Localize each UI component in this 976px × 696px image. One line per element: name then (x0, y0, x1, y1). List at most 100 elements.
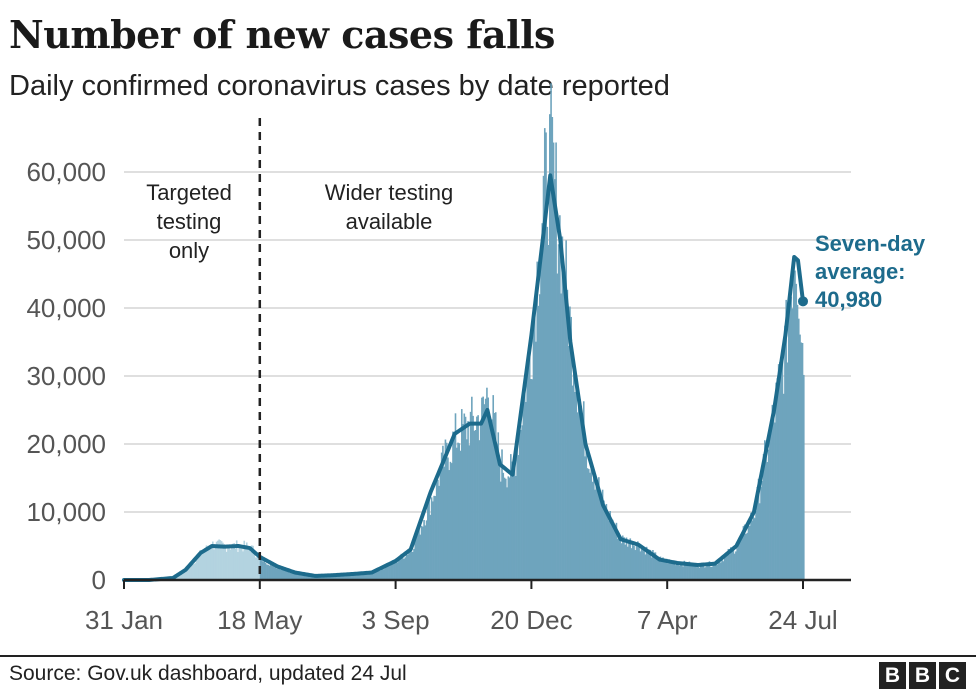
daily-case-bar (549, 114, 551, 580)
daily-case-bar (795, 283, 798, 580)
daily-case-bar (527, 350, 530, 580)
daily-case-bar (603, 500, 605, 580)
daily-case-bar (266, 564, 268, 580)
daily-case-bar (214, 547, 217, 580)
daily-case-bar (193, 564, 195, 580)
daily-case-bar (506, 487, 508, 580)
daily-case-bar (400, 553, 403, 580)
daily-case-bar (471, 396, 473, 580)
daily-case-bar (293, 573, 296, 580)
daily-case-bar (745, 533, 747, 580)
page-title: Number of new cases falls (9, 12, 555, 57)
daily-case-bar (765, 442, 767, 580)
y-tick-label: 40,000 (26, 293, 106, 323)
daily-case-bar (482, 396, 484, 580)
daily-case-bar (707, 565, 710, 580)
daily-case-bar (450, 463, 453, 580)
daily-case-bar (308, 575, 311, 580)
daily-case-bar (693, 565, 696, 580)
daily-case-bar (248, 547, 251, 580)
daily-case-bar (555, 142, 557, 581)
daily-case-bar (703, 567, 706, 580)
daily-case-bar (596, 489, 599, 580)
daily-case-bar (354, 573, 356, 580)
x-tick-label: 7 Apr (637, 605, 698, 635)
daily-case-bar (616, 538, 619, 580)
daily-case-bar (772, 412, 775, 580)
daily-case-bar (340, 574, 342, 580)
daily-case-bar (709, 566, 712, 580)
daily-case-bar (481, 397, 483, 580)
daily-case-bar (228, 547, 230, 580)
daily-case-bar (447, 457, 449, 580)
daily-case-bar (503, 477, 506, 580)
daily-case-bar (384, 566, 386, 580)
daily-case-bar (733, 553, 736, 580)
daily-case-bar (251, 545, 253, 580)
daily-case-bar (720, 562, 722, 580)
daily-case-bar (217, 540, 219, 580)
daily-case-bar (200, 554, 203, 580)
daily-case-bar (428, 495, 430, 580)
daily-case-bar (721, 558, 723, 580)
daily-case-bar (212, 541, 214, 580)
daily-case-bar (727, 548, 730, 580)
daily-case-bar (689, 565, 692, 580)
logo-letter: C (939, 662, 966, 689)
daily-case-bar (633, 545, 635, 580)
daily-case-bar (599, 493, 601, 580)
daily-case-bar (306, 574, 308, 580)
y-tick-label: 50,000 (26, 225, 106, 255)
daily-case-bar (674, 565, 677, 580)
daily-case-bar (224, 545, 227, 580)
daily-case-bar (376, 569, 379, 580)
daily-case-bar (605, 504, 608, 580)
daily-case-bar (486, 387, 488, 580)
daily-case-bar (738, 537, 741, 580)
daily-case-bar (452, 431, 454, 580)
daily-case-bar (589, 472, 591, 580)
daily-case-bar (195, 559, 198, 580)
daily-case-bar (668, 559, 671, 580)
daily-case-bar (287, 571, 290, 580)
daily-case-bar (760, 486, 762, 580)
daily-case-bar (584, 456, 586, 580)
daily-case-bar (755, 510, 757, 580)
daily-case-bar (336, 574, 339, 580)
daily-case-bar (468, 445, 471, 580)
daily-case-bar (378, 570, 380, 580)
daily-case-bar (180, 572, 183, 580)
daily-case-bar (424, 525, 427, 580)
daily-case-bar (253, 553, 256, 580)
daily-case-bar (410, 551, 413, 580)
daily-case-bar (243, 540, 246, 580)
daily-case-bar (556, 273, 559, 580)
x-tick-label: 3 Sep (362, 605, 430, 635)
daily-case-bar (528, 354, 531, 580)
daily-case-bar (380, 566, 383, 580)
daily-case-bar (518, 429, 521, 580)
daily-case-bar (546, 226, 549, 580)
daily-case-bar (789, 304, 791, 580)
daily-case-bar (435, 475, 438, 580)
daily-case-bar (723, 555, 726, 580)
daily-case-bar (478, 440, 481, 580)
daily-case-bar (403, 558, 405, 580)
daily-case-bar (489, 427, 492, 580)
daily-case-bar (190, 565, 193, 580)
daily-case-bar (473, 430, 476, 580)
daily-case-bar (678, 565, 681, 580)
daily-case-bar (537, 305, 540, 580)
y-axis: 0 10,000 20,000 30,000 40,000 50,000 60,000 (26, 157, 106, 595)
daily-case-bar (554, 179, 556, 580)
daily-case-bar (267, 564, 269, 580)
daily-case-bar (419, 534, 422, 580)
chart-annotations: Targeted testing only Wider testing avai… (146, 180, 926, 312)
daily-case-bar (302, 574, 305, 580)
daily-case-bar (284, 568, 287, 580)
daily-case-bar (292, 572, 295, 580)
daily-case-bar (598, 477, 600, 580)
daily-case-bar (359, 572, 361, 580)
daily-case-bar (297, 574, 300, 580)
daily-case-bar (525, 401, 527, 580)
